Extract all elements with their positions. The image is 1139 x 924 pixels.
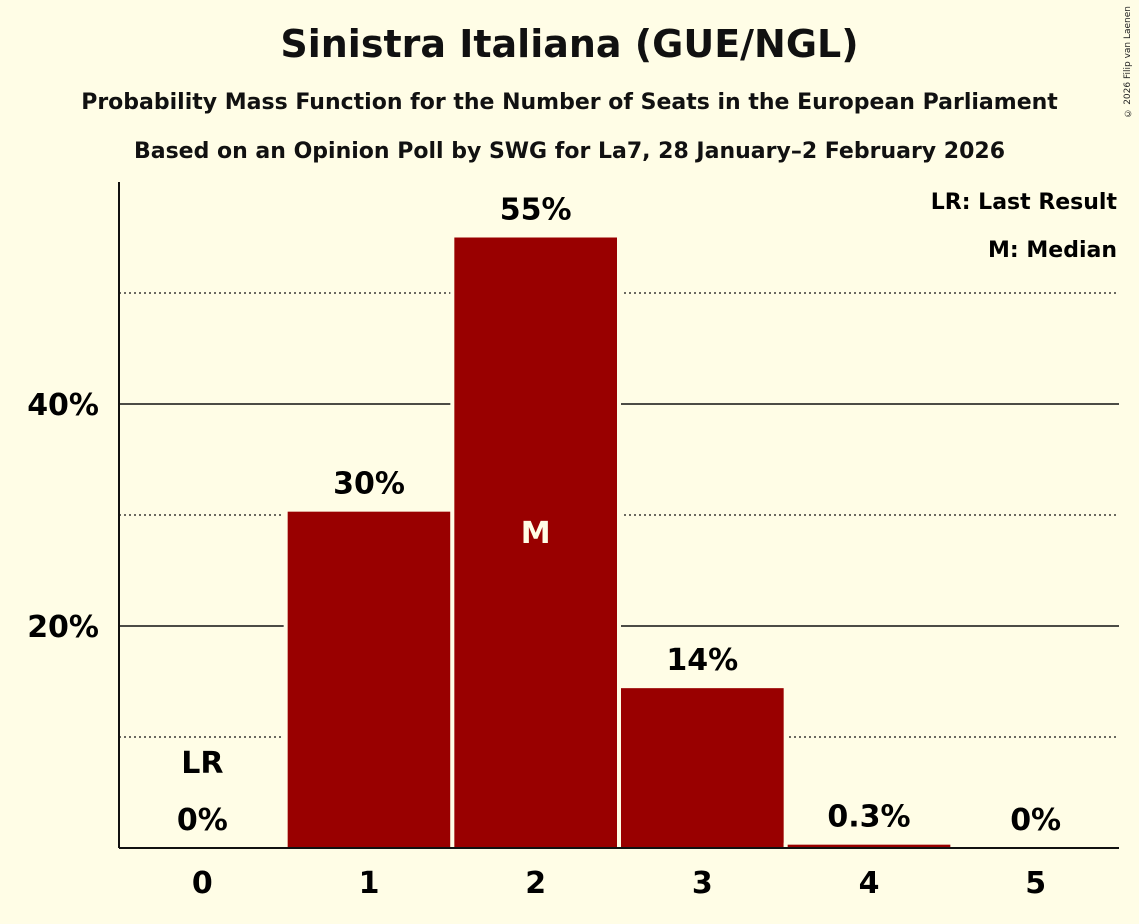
median-marker: M	[521, 516, 551, 551]
bar	[454, 237, 617, 848]
chart-title: Sinistra Italiana (GUE/NGL)	[280, 22, 859, 66]
y-tick-label: 40%	[27, 388, 99, 423]
chart-subtitle: Probability Mass Function for the Number…	[81, 90, 1058, 115]
x-tick-label: 2	[525, 866, 546, 901]
bar-value-label: 0.3%	[827, 800, 910, 835]
bar-value-label: 0%	[177, 803, 228, 838]
x-tick-label: 4	[859, 866, 880, 901]
bar-value-label: 0%	[1010, 803, 1061, 838]
bar	[787, 844, 951, 848]
last-result-marker: LR	[181, 746, 223, 781]
bar-value-label: 55%	[500, 193, 572, 228]
bar	[287, 511, 451, 848]
x-tick-label: 1	[359, 866, 380, 901]
bar-value-label: 14%	[666, 643, 738, 678]
x-tick-label: 5	[1025, 866, 1046, 901]
chart-subtitle-source: Based on an Opinion Poll by SWG for La7,…	[133, 139, 1006, 164]
x-tick-label: 3	[692, 866, 713, 901]
y-tick-label: 20%	[27, 610, 99, 645]
labels: 0% 0 LR 30% 1 55% 2 M 14% 3 0.3% 4 0% 5	[177, 193, 1061, 902]
x-tick-label: 0	[192, 866, 213, 901]
legend-median: M: Median	[988, 238, 1117, 263]
bar	[621, 688, 784, 848]
bar-value-label: 30%	[333, 467, 405, 502]
bars	[283, 235, 955, 848]
legend-last-result: LR: Last Result	[931, 190, 1118, 215]
